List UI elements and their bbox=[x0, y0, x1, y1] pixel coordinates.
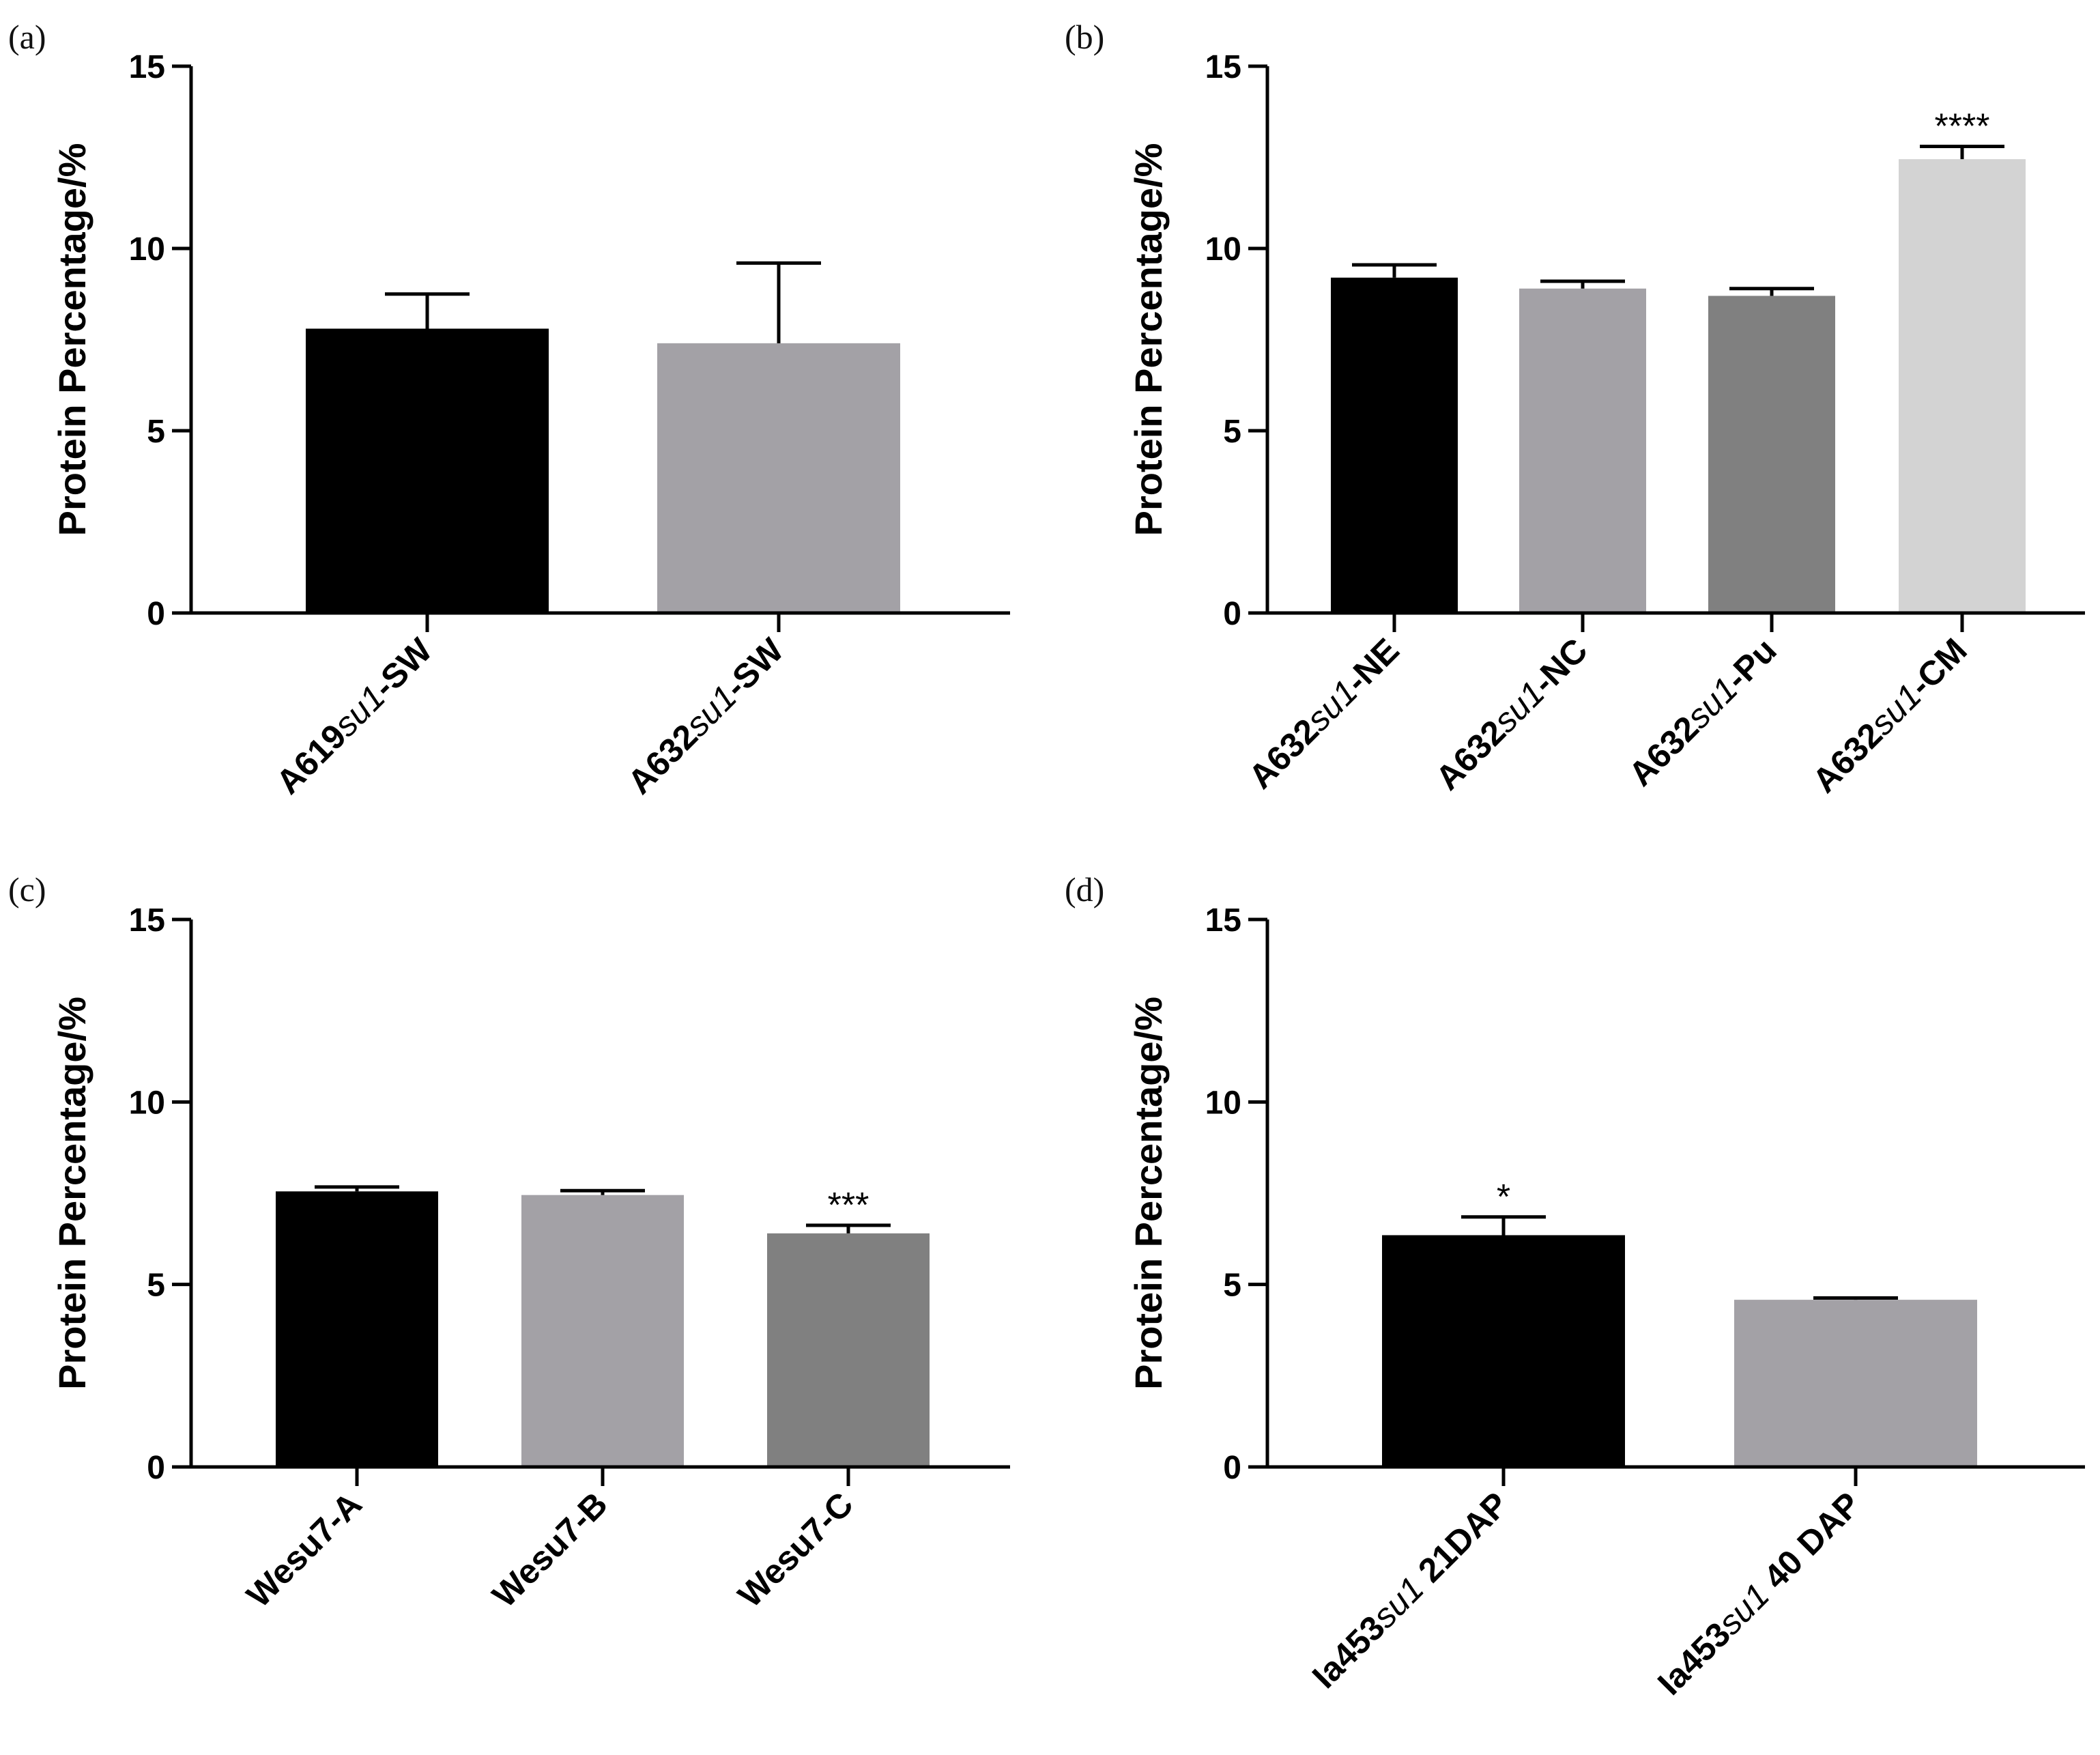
bar bbox=[276, 1191, 438, 1467]
y-tick-label: 10 bbox=[1205, 1085, 1241, 1121]
y-axis-title: Protein Percentage/% bbox=[1127, 143, 1170, 537]
y-tick-label: 15 bbox=[1205, 49, 1241, 85]
bar bbox=[1331, 277, 1458, 613]
y-tick-label: 10 bbox=[1205, 231, 1241, 268]
y-tick-label: 5 bbox=[147, 1268, 165, 1304]
panel-a: (a) Protein Percentage/% 0 5 10 15 A619su1-SW A… bbox=[8, 18, 1010, 801]
error-bar bbox=[385, 292, 470, 329]
panel-b: (b) Protein Percentage/% **** 0 5 10 15 A632su1… bbox=[1065, 18, 2085, 800]
y-tick-label: 15 bbox=[129, 49, 165, 85]
x-tick-label: Ia453su1 40 DAP bbox=[1650, 1485, 1868, 1702]
y-tick-label: 0 bbox=[147, 1450, 165, 1486]
y-tick-label: 15 bbox=[1205, 902, 1241, 939]
error-bar bbox=[1461, 1215, 1546, 1236]
bar bbox=[657, 343, 900, 613]
error-bar bbox=[1540, 279, 1625, 289]
y-tick-label: 15 bbox=[129, 902, 165, 939]
x-tick-label: A632su1-NC bbox=[1428, 631, 1595, 797]
x-tick-label: A632su1-CM bbox=[1805, 631, 1974, 800]
error-bar bbox=[1352, 263, 1437, 278]
error-bar bbox=[560, 1188, 645, 1195]
error-bar bbox=[315, 1185, 399, 1192]
panel-label: (b) bbox=[1065, 18, 1104, 56]
bar bbox=[1734, 1300, 1977, 1467]
x-tick-label: A619su1-SW bbox=[269, 631, 440, 801]
bar bbox=[1519, 288, 1646, 613]
panel-c: (c) Protein Percentage/% *** 0 5 10 15 Wesu7-A W… bbox=[8, 870, 1010, 1614]
bar bbox=[1899, 159, 2026, 614]
y-tick-label: 10 bbox=[129, 231, 165, 268]
y-axis-title: Protein Percentage/% bbox=[51, 143, 94, 537]
bar bbox=[306, 328, 549, 613]
y-tick-label: 5 bbox=[147, 414, 165, 450]
bar bbox=[767, 1233, 930, 1467]
y-tick-label: 0 bbox=[147, 596, 165, 632]
error-bar bbox=[736, 261, 821, 343]
significance-label: *** bbox=[828, 1186, 869, 1225]
x-tick-label: Wesu7-C bbox=[731, 1485, 861, 1614]
error-bar bbox=[1729, 287, 1814, 296]
panel-label: (c) bbox=[8, 870, 46, 909]
x-tick-label: Wesu7-A bbox=[240, 1485, 369, 1614]
y-axis-title: Protein Percentage/% bbox=[51, 997, 94, 1390]
error-bar bbox=[1813, 1296, 1898, 1300]
significance-label: **** bbox=[1935, 106, 1990, 146]
bar bbox=[1708, 296, 1835, 613]
y-tick-label: 0 bbox=[1223, 1450, 1241, 1486]
x-tick-label: Wesu7-B bbox=[485, 1485, 615, 1614]
panel-d: (d) Protein Percentage/% * 0 5 10 15 Ia453su1 2… bbox=[1065, 870, 2085, 1702]
significance-label: * bbox=[1497, 1178, 1510, 1217]
y-axis-title: Protein Percentage/% bbox=[1127, 997, 1170, 1390]
error-bar bbox=[1920, 144, 2004, 160]
bar bbox=[521, 1195, 684, 1467]
y-tick-label: 5 bbox=[1223, 1268, 1241, 1304]
panel-label: (a) bbox=[8, 18, 46, 56]
bar bbox=[1382, 1235, 1625, 1467]
x-tick-label: A632su1-Pu bbox=[1622, 631, 1784, 793]
x-tick-label: Ia453su1 21DAP bbox=[1305, 1485, 1516, 1696]
error-bar bbox=[806, 1223, 891, 1233]
y-tick-label: 10 bbox=[129, 1085, 165, 1121]
y-tick-label: 5 bbox=[1223, 414, 1241, 450]
y-tick-label: 0 bbox=[1223, 596, 1241, 632]
x-tick-label: A632su1-NE bbox=[1241, 631, 1407, 796]
x-tick-label: A632su1-SW bbox=[620, 631, 791, 801]
panel-label: (d) bbox=[1065, 870, 1104, 909]
